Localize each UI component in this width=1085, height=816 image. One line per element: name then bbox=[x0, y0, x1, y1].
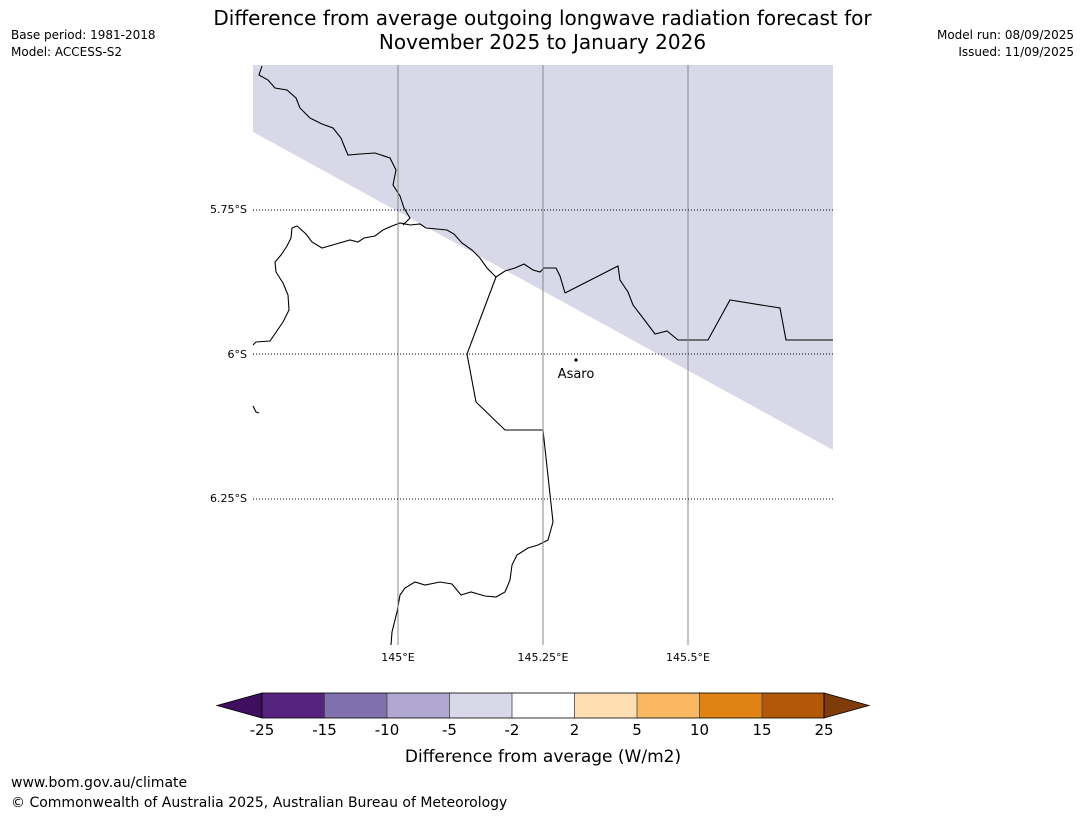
model-run: Model run: 08/09/2025 bbox=[936, 28, 1074, 42]
colorbar-segment bbox=[262, 693, 325, 718]
colorbar-tick: 15 bbox=[752, 721, 771, 739]
colorbar-extend-max bbox=[823, 692, 871, 719]
footer-url[interactable]: www.bom.gov.au/climate bbox=[11, 775, 188, 791]
colorbar-tick: 5 bbox=[632, 721, 642, 739]
model-name: Model: ACCESS-S2 bbox=[11, 45, 123, 59]
place-label-asaro: Asaro bbox=[558, 367, 595, 382]
chart-title: Difference from average outgoing longwav… bbox=[0, 6, 1085, 54]
base-period: Base period: 1981-2018 bbox=[11, 28, 156, 42]
gridlines bbox=[253, 65, 833, 645]
colorbar-segment bbox=[762, 693, 824, 718]
colorbar-tick: -2 bbox=[505, 721, 520, 739]
colorbar-tick: 10 bbox=[690, 721, 709, 739]
colorbar-tick: -10 bbox=[375, 721, 400, 739]
colorbar-label: Difference from average (W/m2) bbox=[405, 747, 681, 767]
colorbar-tick: 25 bbox=[814, 721, 833, 739]
colorbar-segment bbox=[387, 693, 450, 718]
colorbar-tick: 2 bbox=[570, 721, 580, 739]
meta-right: Model run: 08/09/2025 Issued: 11/09/2025 bbox=[937, 27, 1074, 61]
colorbar-tick: -5 bbox=[442, 721, 457, 739]
colorbar-segment bbox=[512, 693, 575, 718]
colorbar-outline bbox=[261, 692, 825, 719]
colorbar: -25 -15 -10 -5 -2 2 5 10 15 25 Differenc… bbox=[215, 692, 871, 767]
colorbar-segment bbox=[637, 693, 700, 718]
lon-label-145-5: 145.5°E bbox=[666, 651, 710, 664]
colorbar-extend-min bbox=[215, 692, 263, 719]
meta-left: Base period: 1981-2018 Model: ACCESS-S2 bbox=[11, 27, 156, 61]
footer-copyright: © Commonwealth of Australia 2025, Austra… bbox=[11, 795, 508, 811]
colorbar-tick: -15 bbox=[312, 721, 337, 739]
colorbar-segment bbox=[324, 693, 387, 718]
lon-label-145: 145°E bbox=[381, 651, 414, 664]
lat-label-6-25: 6.25°S bbox=[210, 492, 247, 505]
colorbar-tick: -25 bbox=[250, 721, 275, 739]
map-panel: Asaro 5.75°S 6°S 6.25°S 145°E 145.25°E 1… bbox=[210, 65, 833, 664]
asaro-marker bbox=[574, 358, 578, 362]
title-line-1: Difference from average outgoing longwav… bbox=[213, 6, 872, 30]
colorbar-segment bbox=[574, 693, 637, 718]
coastline bbox=[252, 65, 833, 646]
colorbar-segment bbox=[449, 693, 512, 718]
colorbar-segment bbox=[699, 693, 762, 718]
lat-label-6: 6°S bbox=[228, 348, 247, 361]
lat-label-5-75: 5.75°S bbox=[210, 203, 247, 216]
issued-date: Issued: 11/09/2025 bbox=[958, 45, 1074, 59]
lon-label-145-25: 145.25°E bbox=[518, 651, 569, 664]
title-line-2: November 2025 to January 2026 bbox=[378, 30, 707, 54]
